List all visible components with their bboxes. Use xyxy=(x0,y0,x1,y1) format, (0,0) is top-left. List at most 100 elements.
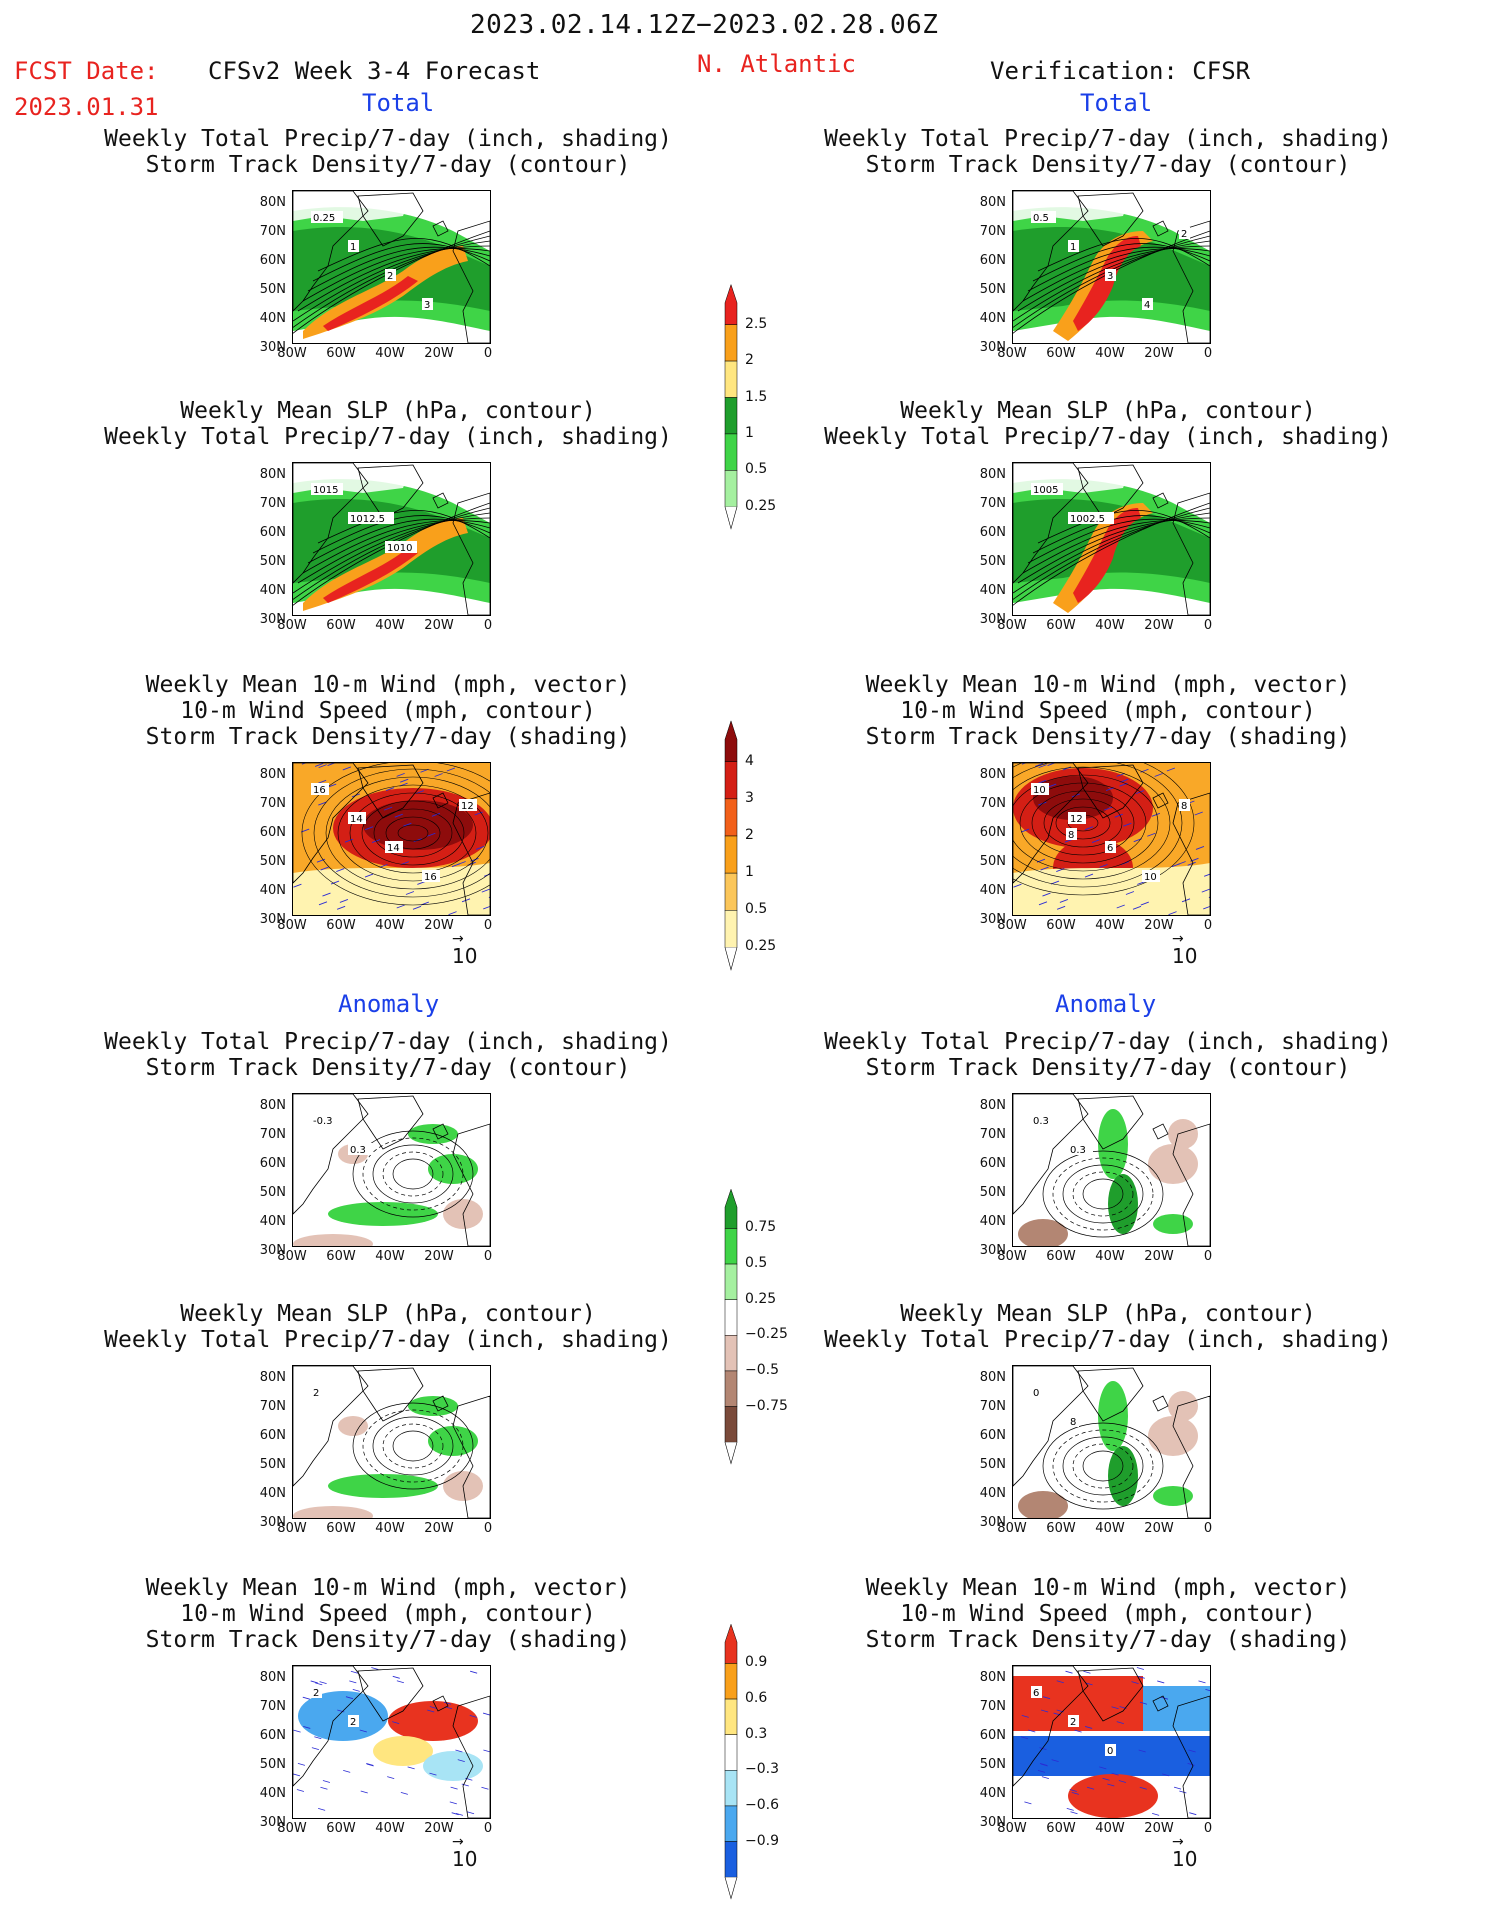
lon-tick-label: 0 xyxy=(1203,1249,1213,1264)
lat-tick-label: 60N xyxy=(259,825,286,840)
lon-tick-label: 60W xyxy=(1046,346,1076,361)
lat-tick-label: 70N xyxy=(979,1127,1006,1142)
lat-tick-label: 40N xyxy=(979,1214,1006,1229)
lon-tick-label: 40W xyxy=(1095,1249,1125,1264)
contour-label: 0 xyxy=(1033,1388,1039,1399)
lat-tick-label: 60N xyxy=(259,1156,286,1171)
lon-tick-label: 40W xyxy=(375,1521,405,1536)
lat-tick-label: 30N xyxy=(979,1243,1006,1258)
map-panel-2L: 1015 1012.5 1010 xyxy=(292,462,491,616)
lon-tick-label: 80W xyxy=(277,1521,307,1536)
panel-title-4R-line1: Weekly Total Precip/7-day (inch, shading… xyxy=(824,1029,1392,1055)
vector-reference: → 10 xyxy=(452,931,478,968)
lon-tick-label: 60W xyxy=(326,918,356,933)
lat-tick-label: 50N xyxy=(259,1457,286,1472)
lon-tick-label: 40W xyxy=(375,1249,405,1264)
panel-title-3R-line3: Storm Track Density/7-day (shading) xyxy=(865,724,1351,750)
lon-tick-label: 0 xyxy=(483,1249,493,1264)
panel-title-3R-line1: Weekly Mean 10-m Wind (mph, vector) xyxy=(865,672,1351,698)
lon-tick-label: 0 xyxy=(483,918,493,933)
lat-tick-label: 50N xyxy=(259,1757,286,1772)
colorbar-label: 3 xyxy=(745,789,754,806)
panel-title-4L-line1: Weekly Total Precip/7-day (inch, shading… xyxy=(104,1029,672,1055)
lat-tick-label: 80N xyxy=(259,467,286,482)
lon-tick-label: 80W xyxy=(997,1521,1027,1536)
lon-tick-label: 40W xyxy=(1095,346,1125,361)
contour-label: 0 xyxy=(1107,1746,1113,1757)
lat-tick-label: 80N xyxy=(979,1098,1006,1113)
contour-label: 12 xyxy=(1070,814,1083,825)
lon-tick-label: 20W xyxy=(424,1249,454,1264)
map-panel-4R: 0.3 0.3 xyxy=(1012,1093,1211,1247)
verification-title: Verification: CFSR xyxy=(990,57,1251,85)
lat-tick-label: 40N xyxy=(259,1786,286,1801)
lat-tick-label: 50N xyxy=(259,554,286,569)
vector-reference: → 10 xyxy=(1172,1834,1198,1871)
lat-tick-label: 40N xyxy=(259,1214,286,1229)
map-panel-4L: -0.3 0.3 xyxy=(292,1093,491,1247)
colorbar-label: 2 xyxy=(745,827,754,843)
fcst-date-value: 2023.01.31 xyxy=(14,93,159,121)
lat-tick-label: 70N xyxy=(259,1699,286,1714)
lat-tick-label: 30N xyxy=(259,1243,286,1258)
lon-tick-label: 20W xyxy=(1144,918,1174,933)
lat-tick-label: 40N xyxy=(259,883,286,898)
lon-tick-label: 60W xyxy=(1046,1821,1076,1836)
map-panel-6R: 6 2 0 xyxy=(1012,1665,1211,1819)
contour-label: 10 xyxy=(1033,785,1046,796)
panel-title-6L-line1: Weekly Mean 10-m Wind (mph, vector) xyxy=(145,1575,631,1601)
lat-tick-label: 30N xyxy=(259,340,286,355)
lat-tick-label: 40N xyxy=(979,583,1006,598)
colorbar-label: 0.25 xyxy=(745,497,777,514)
colorbar-label: 0.3 xyxy=(745,1725,768,1742)
lat-tick-label: 50N xyxy=(979,554,1006,569)
colorbar-label: −0.25 xyxy=(745,1326,788,1343)
lon-tick-label: 20W xyxy=(1144,346,1174,361)
lat-tick-label: 60N xyxy=(979,525,1006,540)
panel-title-2L-line2: Weekly Total Precip/7-day (inch, shading… xyxy=(104,424,672,450)
lat-tick-label: 50N xyxy=(979,1185,1006,1200)
panel-title-5L-line1: Weekly Mean SLP (hPa, contour) xyxy=(180,1301,596,1327)
panel-title-1L-line2: Storm Track Density/7-day (contour) xyxy=(145,152,631,178)
colorbar-label: 0.25 xyxy=(745,938,777,955)
vector-reference: → 10 xyxy=(1172,931,1198,968)
lat-tick-label: 70N xyxy=(259,1399,286,1414)
colorbar-label: 0.75 xyxy=(745,1219,777,1236)
lat-tick-label: 60N xyxy=(979,1728,1006,1743)
contour-label: 3 xyxy=(424,300,430,311)
lon-tick-label: 60W xyxy=(326,346,356,361)
contour-label: 1 xyxy=(350,242,356,253)
date-range-title: 2023.02.14.12Z−2023.02.28.06Z xyxy=(470,10,939,40)
colorbar-label: −0.75 xyxy=(745,1397,788,1414)
panel-title-6L-line3: Storm Track Density/7-day (shading) xyxy=(145,1627,631,1653)
lat-tick-label: 70N xyxy=(259,1127,286,1142)
lon-tick-label: 0 xyxy=(1203,1521,1213,1536)
contour-label: 3 xyxy=(1107,271,1113,282)
panel-title-6R-line3: Storm Track Density/7-day (shading) xyxy=(865,1627,1351,1653)
lon-tick-label: 80W xyxy=(997,618,1027,633)
panel-title-5R-line2: Weekly Total Precip/7-day (inch, shading… xyxy=(824,1327,1392,1353)
panel-title-5L-line2: Weekly Total Precip/7-day (inch, shading… xyxy=(104,1327,672,1353)
lat-tick-label: 70N xyxy=(259,496,286,511)
lon-tick-label: 80W xyxy=(277,346,307,361)
lon-tick-label: 60W xyxy=(326,1821,356,1836)
colorbar-label: 0.5 xyxy=(745,901,768,918)
contour-label: 0.25 xyxy=(313,213,335,224)
lat-tick-label: 30N xyxy=(979,1815,1006,1830)
vector-reference: → 10 xyxy=(452,1834,478,1871)
colorbar-label: 1.5 xyxy=(745,388,768,405)
panel-title-2L-line1: Weekly Mean SLP (hPa, contour) xyxy=(180,398,596,424)
lat-tick-label: 50N xyxy=(979,282,1006,297)
lon-tick-label: 20W xyxy=(424,1521,454,1536)
colorbar-label: −0.5 xyxy=(745,1361,779,1378)
contour-label: 14 xyxy=(350,814,363,825)
panel-title-3L-line3: Storm Track Density/7-day (shading) xyxy=(145,724,631,750)
lon-tick-label: 40W xyxy=(1095,1821,1125,1836)
lat-tick-label: 80N xyxy=(979,467,1006,482)
colorbar-label: 1 xyxy=(745,424,754,441)
lon-tick-label: 20W xyxy=(424,618,454,633)
panel-title-6R-line1: Weekly Mean 10-m Wind (mph, vector) xyxy=(865,1575,1351,1601)
lat-tick-label: 30N xyxy=(979,340,1006,355)
lat-tick-label: 70N xyxy=(979,1399,1006,1414)
